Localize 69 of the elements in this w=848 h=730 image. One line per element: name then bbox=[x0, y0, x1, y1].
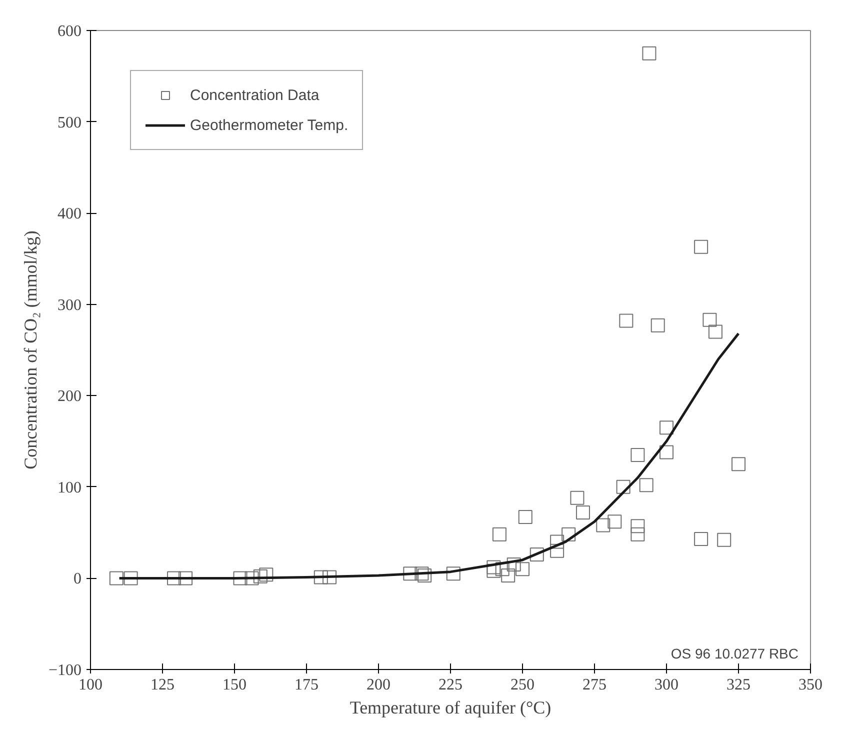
x-tick-label: 250 bbox=[510, 676, 534, 694]
point bbox=[518, 510, 532, 524]
y-tick-label: 100 bbox=[58, 479, 82, 496]
legend-label: Geothermometer Temp. bbox=[190, 116, 348, 134]
point bbox=[660, 420, 674, 435]
x-tick-label: 300 bbox=[654, 676, 678, 694]
annotation: OS 96 10.0277 RBC bbox=[670, 646, 799, 662]
x-tick-label: 100 bbox=[78, 676, 102, 694]
x-tick-label: 125 bbox=[150, 676, 174, 694]
x-tick-label: 150 bbox=[222, 676, 246, 694]
point bbox=[732, 457, 746, 472]
point bbox=[233, 571, 248, 586]
x-tick-label: 225 bbox=[438, 676, 462, 694]
point bbox=[253, 569, 268, 584]
point bbox=[570, 490, 584, 505]
point bbox=[694, 532, 708, 546]
point bbox=[403, 566, 418, 581]
point bbox=[414, 566, 429, 581]
point bbox=[486, 560, 501, 574]
y-tick-label: 500 bbox=[58, 114, 82, 132]
y-tick-label: 400 bbox=[58, 206, 82, 223]
point bbox=[717, 532, 732, 547]
point bbox=[418, 568, 432, 582]
y-tick-label: 0 bbox=[74, 570, 82, 588]
point bbox=[639, 478, 654, 492]
point bbox=[178, 571, 193, 586]
y-tick-label: 200 bbox=[58, 388, 82, 406]
y-axis-title: Concentration of CO₂ (mmol/kg) bbox=[20, 230, 40, 470]
x-tick-label: 325 bbox=[726, 676, 750, 694]
x-tick-label: 175 bbox=[294, 676, 318, 694]
point bbox=[562, 527, 576, 542]
point bbox=[550, 534, 564, 549]
y-tick-label: 600 bbox=[58, 23, 82, 40]
point bbox=[630, 448, 645, 462]
point bbox=[259, 568, 274, 582]
point bbox=[660, 445, 674, 460]
y-tick-label: 300 bbox=[58, 296, 82, 314]
point bbox=[322, 570, 337, 584]
point bbox=[244, 571, 259, 586]
x-tick-label: 200 bbox=[366, 676, 390, 694]
point bbox=[530, 547, 544, 562]
point bbox=[495, 562, 510, 576]
point bbox=[708, 324, 722, 339]
point bbox=[501, 568, 516, 582]
point bbox=[630, 519, 645, 534]
point bbox=[576, 505, 590, 520]
y-tick-label: −100 bbox=[48, 662, 82, 679]
point bbox=[630, 527, 645, 542]
x-tick-label: 275 bbox=[582, 676, 606, 694]
point bbox=[619, 314, 634, 328]
point bbox=[702, 312, 717, 327]
point bbox=[109, 571, 124, 586]
point bbox=[550, 544, 564, 558]
point bbox=[314, 570, 328, 584]
point bbox=[608, 514, 622, 529]
point bbox=[446, 566, 460, 581]
point bbox=[516, 562, 530, 576]
point bbox=[650, 318, 665, 332]
point bbox=[642, 46, 656, 60]
point bbox=[694, 240, 708, 254]
legend-label: Concentration Data bbox=[190, 86, 320, 104]
x-tick-label: 350 bbox=[798, 676, 822, 694]
point bbox=[124, 571, 138, 586]
point bbox=[492, 527, 506, 542]
point bbox=[506, 558, 521, 572]
point bbox=[167, 571, 182, 586]
point bbox=[616, 480, 630, 494]
x-axis-title: Temperature of aquifer (°C) bbox=[350, 698, 552, 718]
point bbox=[596, 518, 610, 532]
